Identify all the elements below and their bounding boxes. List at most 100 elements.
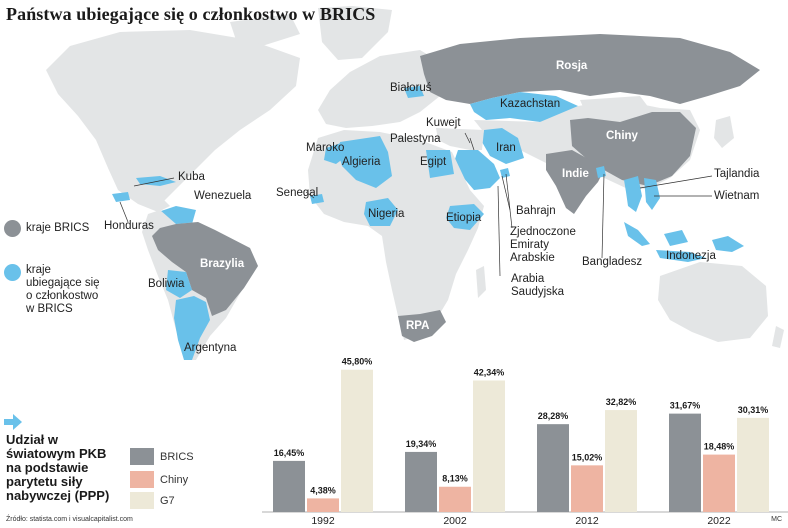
data-label-brics-1992: 16,45% xyxy=(274,448,305,458)
madagascar xyxy=(476,266,486,298)
bar-brics-2012 xyxy=(537,424,569,512)
label-boliwia: Boliwia xyxy=(148,278,185,290)
bar-brics-2002 xyxy=(405,451,437,512)
mongolia xyxy=(580,96,652,122)
label-maroko: Maroko xyxy=(306,142,345,154)
label-egipt: Egipt xyxy=(420,156,447,168)
label-tajlandia: Tajlandia xyxy=(714,168,760,180)
legend-brics-label: kraje BRICS xyxy=(26,222,90,234)
label-bahrajn: Bahrajn xyxy=(516,205,556,217)
source-note: Źródło: statista.com i visualcapitalist.… xyxy=(6,516,133,523)
bar-brics-1992 xyxy=(273,460,305,512)
label-etiopia: Etiopia xyxy=(446,212,482,224)
legend-candidate-label: kraje ubiegające się o członkostwo w BRI… xyxy=(26,264,100,315)
bar-legend-brics-label: BRICS xyxy=(160,450,194,463)
bar-chiny-2012 xyxy=(571,465,603,512)
label-chiny: Chiny xyxy=(606,130,638,142)
africa xyxy=(308,130,484,340)
label-brazylia: Brazylia xyxy=(200,258,245,270)
label-arabia: Arabia Saudyjska xyxy=(511,273,565,298)
new-zealand xyxy=(772,326,784,348)
bar-brics-2022 xyxy=(669,413,701,512)
label-indie: Indie xyxy=(562,168,589,180)
honduras-shape xyxy=(112,192,130,202)
label-kuwejt: Kuwejt xyxy=(426,117,461,129)
bar-chiny-2022 xyxy=(703,454,735,512)
uae-shape xyxy=(500,168,510,178)
bar-chart: 16,45% 4,38% 45,80% 1992 19,34% 8,13% 42,34% 20… xyxy=(262,357,788,527)
label-rosja: Rosja xyxy=(556,60,588,72)
arctic-islands xyxy=(230,14,300,46)
label-nigeria: Nigeria xyxy=(368,208,405,220)
label-kazachstan: Kazachstan xyxy=(500,98,561,110)
tick-label-1992: 1992 xyxy=(311,515,335,527)
data-label-g7-2012: 32,82% xyxy=(606,397,637,407)
bar-legend-chiny-swatch xyxy=(130,471,154,488)
bar-g7-1992 xyxy=(341,369,373,512)
bar-g7-2022 xyxy=(737,417,769,512)
senegal-shape xyxy=(310,194,324,204)
tick-label-2022: 2022 xyxy=(707,515,731,527)
label-palestyna: Palestyna xyxy=(390,133,441,145)
greenland xyxy=(318,6,392,60)
data-label-brics-2022: 31,67% xyxy=(670,401,701,411)
argentina-shape xyxy=(174,296,210,360)
label-indonezja: Indonezja xyxy=(666,250,716,262)
label-honduras: Honduras xyxy=(104,220,154,232)
legend-brics: kraje BRICS xyxy=(4,220,89,237)
bar-legend-g7-swatch xyxy=(130,492,154,509)
bar-legend-chiny: Chiny xyxy=(130,471,188,488)
label-senegal: Senegal xyxy=(276,187,319,199)
north-america xyxy=(46,30,300,205)
data-label-brics-2012: 28,28% xyxy=(538,411,569,421)
belarus-shape xyxy=(404,86,424,98)
bar-legend-chiny-label: Chiny xyxy=(160,473,189,486)
bar-g7-2012 xyxy=(605,410,637,512)
label-algieria: Algieria xyxy=(342,156,381,168)
middle-east xyxy=(436,128,484,150)
brazil-shape xyxy=(152,222,258,316)
india-shape xyxy=(546,150,604,214)
bar-legend-brics: BRICS xyxy=(130,448,194,465)
europe xyxy=(318,50,440,128)
legend-brics-dot xyxy=(4,220,21,237)
bar-chiny-1992 xyxy=(307,498,339,512)
thailand-shape xyxy=(624,176,642,212)
arrow-right-icon xyxy=(4,414,22,430)
data-label-chiny-2002: 8,13% xyxy=(442,474,468,484)
chart-heading: Udział w światowym PKB na podstawie pary… xyxy=(6,432,110,503)
page-title: Państwa ubiegające się o członkostwo w B… xyxy=(6,4,376,24)
japan xyxy=(714,116,734,148)
algeria-shape xyxy=(338,136,392,188)
author-signature: MC xyxy=(771,516,782,523)
bar-chiny-2002 xyxy=(439,486,471,512)
australia xyxy=(658,262,768,342)
label-rpa: RPA xyxy=(406,320,430,332)
data-label-chiny-2022: 18,48% xyxy=(704,442,735,452)
data-label-chiny-2012: 15,02% xyxy=(572,452,603,462)
data-label-g7-2022: 30,31% xyxy=(738,405,769,415)
nigeria-shape xyxy=(364,198,398,226)
bar-g7-2002 xyxy=(473,380,505,512)
vietnam-shape xyxy=(644,178,660,210)
leader-lines xyxy=(119,132,713,277)
world-map xyxy=(46,6,784,360)
egypt-shape xyxy=(426,150,454,178)
iran-shape xyxy=(482,128,524,164)
tick-label-2002: 2002 xyxy=(443,515,467,527)
data-label-brics-2002: 19,34% xyxy=(406,439,437,449)
indonesia-shape xyxy=(624,222,744,262)
label-argentyna: Argentyna xyxy=(184,342,237,354)
bar-legend-brics-swatch xyxy=(130,448,154,465)
label-bangladesz: Bangladesz xyxy=(582,256,643,268)
kazakhstan-shape xyxy=(470,92,578,122)
label-wenezuela: Wenezuela xyxy=(194,190,252,202)
bangladesh-shape xyxy=(596,166,606,178)
label-zea: Zjednoczone Emiraty Arabskie xyxy=(510,226,576,264)
legend-candidate: kraje ubiegające się o członkostwo w BRI… xyxy=(4,264,106,316)
data-label-g7-1992: 45,80% xyxy=(342,357,373,367)
label-iran: Iran xyxy=(496,142,516,154)
label-wietnam: Wietnam xyxy=(714,190,760,202)
russia-shape xyxy=(420,34,760,104)
saudi-arabia-shape xyxy=(454,150,500,190)
